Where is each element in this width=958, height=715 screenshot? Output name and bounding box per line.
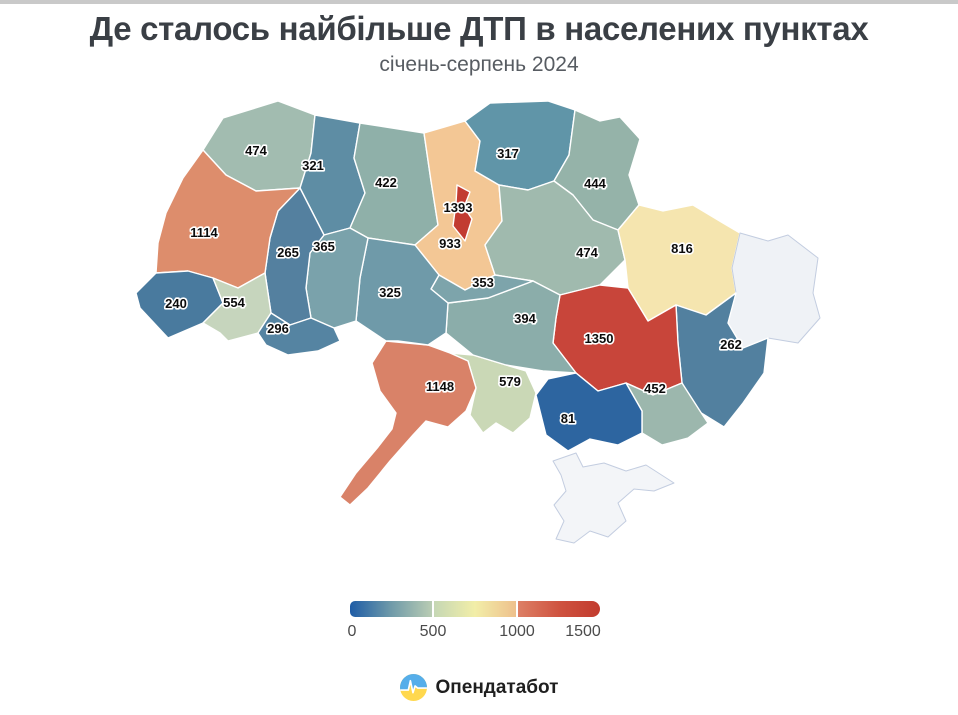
value-label-chernivtsi: 296	[267, 321, 289, 336]
window-top-edge	[0, 0, 958, 4]
legend-gradient-segment-high	[518, 601, 600, 617]
legend-tick-1500: 1500	[565, 623, 601, 640]
legend-ticks: 0 500 1000 1500	[347, 623, 601, 645]
value-label-lviv: 1114	[190, 225, 218, 240]
value-label-chernihiv: 317	[497, 146, 519, 161]
value-label-zaporizhzhia: 452	[644, 381, 666, 396]
value-label-sumy: 444	[584, 176, 606, 191]
value-label-ternopil: 265	[277, 245, 299, 260]
legend-gradient-segment-mid	[434, 601, 516, 617]
legend-tick-1000: 1000	[499, 623, 535, 640]
value-label-mykolaiv: 579	[499, 374, 521, 389]
value-label-kherson: 81	[561, 411, 575, 426]
value-label-volyn: 474	[245, 143, 267, 158]
value-label-zakarpattia: 240	[165, 296, 187, 311]
legend-tick-500: 500	[419, 623, 447, 640]
region-kherson[interactable]	[535, 372, 643, 452]
legend: 0 500 1000 1500	[347, 601, 601, 647]
region-luhansk[interactable]	[727, 232, 821, 349]
value-label-kyiv-city: 1393	[444, 200, 473, 215]
value-label-cherkasy: 353	[472, 275, 494, 290]
legend-gradient-bar	[350, 601, 600, 617]
legend-tick-0: 0	[347, 623, 357, 640]
value-label-kyiv-oblast: 933	[439, 236, 461, 251]
page-title: Де сталось найбільше ДТП в населених пун…	[89, 10, 869, 47]
logo-blue-half	[399, 674, 427, 693]
value-label-ivano-frankivsk: 554	[223, 295, 245, 310]
value-label-poltava: 474	[576, 245, 598, 260]
region-crimea[interactable]	[552, 452, 675, 544]
region-kyiv-city[interactable]	[452, 184, 473, 242]
value-label-zhytomyr: 422	[375, 175, 397, 190]
region-odesa[interactable]	[339, 340, 477, 506]
value-label-dnipropetrovsk: 1350	[585, 331, 614, 346]
value-label-vinnytsia: 325	[379, 285, 401, 300]
footer-brand: Опендатабот	[0, 674, 958, 701]
value-label-kharkiv: 816	[671, 241, 693, 256]
legend-gradient-segment-low	[350, 601, 432, 617]
value-label-donetsk: 262	[720, 337, 742, 352]
value-label-odesa: 1148	[426, 379, 454, 394]
page-subtitle: січень-серпень 2024	[379, 53, 579, 76]
map-container: 474 321 422 933 317 444 474 816 262 1350 452 81 579 1…	[128, 93, 828, 563]
region-chernivtsi[interactable]	[257, 312, 341, 356]
value-label-khmelnytskyi: 365	[313, 239, 335, 254]
region-ivano-frankivsk[interactable]	[202, 272, 272, 342]
value-label-kirovohrad: 394	[514, 311, 536, 326]
opendatabot-logo	[399, 674, 427, 701]
brand-name: Опендатабот	[435, 676, 559, 698]
ukraine-choropleth-map: 474 321 422 933 317 444 474 816 262 1350 452 81 579 1…	[135, 100, 821, 544]
value-label-rivne: 321	[302, 158, 324, 173]
logo-pulse-line	[399, 679, 427, 694]
